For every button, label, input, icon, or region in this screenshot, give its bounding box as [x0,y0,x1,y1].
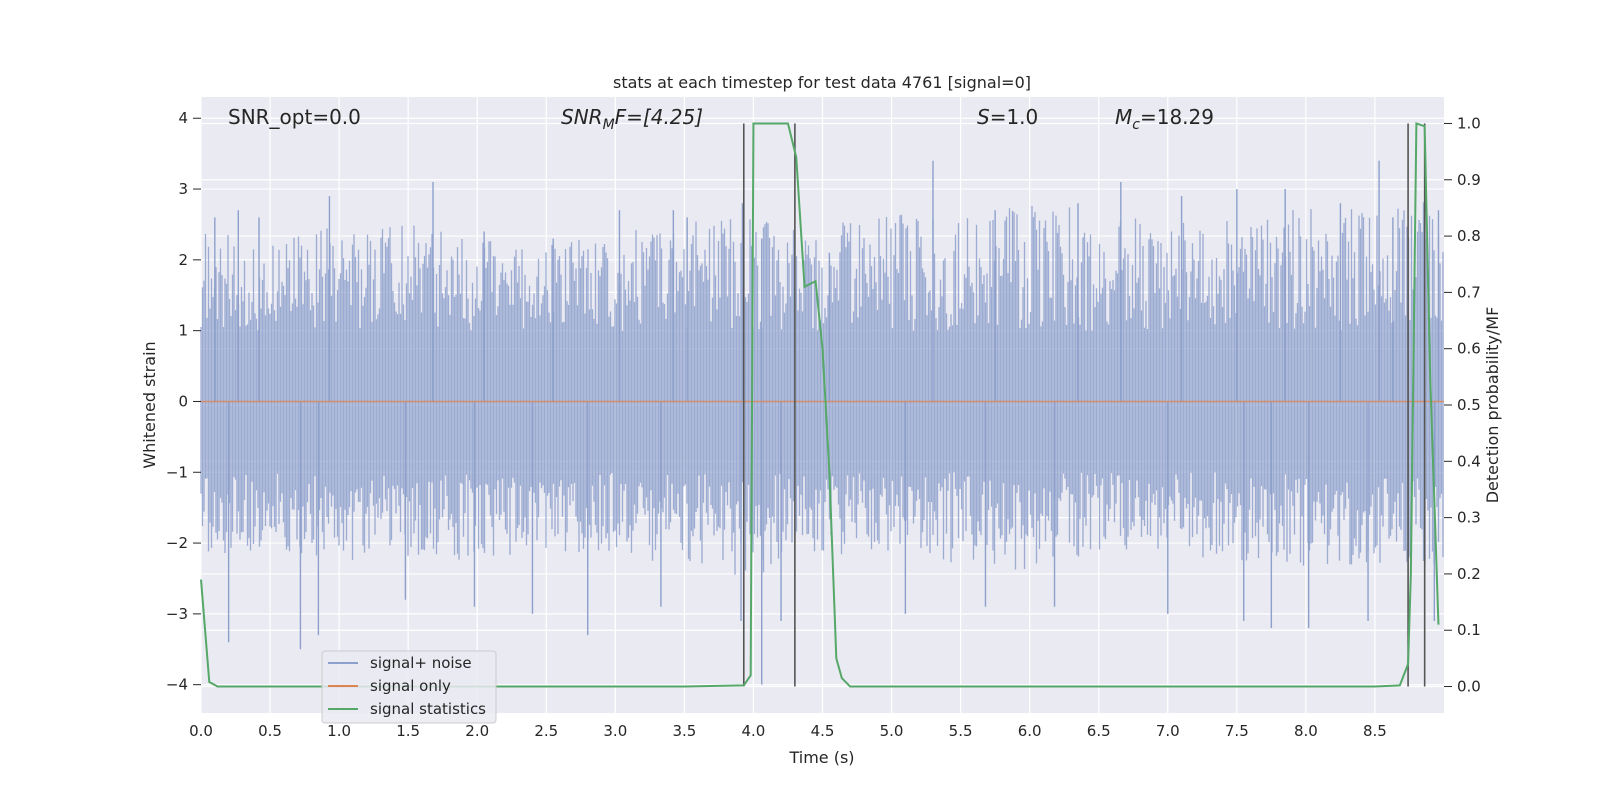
x-tick-label: 0.0 [189,722,213,740]
x-tick-label: 8.5 [1363,722,1387,740]
y-axis-label: Whitened strain [140,341,159,468]
x-tick-label: 8.0 [1294,722,1318,740]
x-tick-label: 7.5 [1225,722,1249,740]
y-tick-label: 3 [178,180,188,198]
x-tick-label: 2.5 [534,722,558,740]
x-tick-label: 6.5 [1087,722,1111,740]
x-tick-label: 4.0 [742,722,766,740]
x-tick-label: 3.5 [672,722,696,740]
y2-tick-label: 0.1 [1457,621,1481,639]
x-tick-label: 3.0 [603,722,627,740]
x-tick-label: 2.0 [465,722,489,740]
y-tick-label: −1 [166,463,188,481]
y-tick-label: 2 [178,251,188,269]
x-tick-label: 1.5 [396,722,420,740]
y-tick-label: 0 [178,392,188,410]
annotation-snr-opt: SNR_opt=0.0 [228,105,361,129]
x-tick-label: 5.5 [949,722,973,740]
y2-tick-label: 0.3 [1457,509,1481,527]
legend-label-signal-only: signal only [370,677,451,695]
annotation-snr-mf: SNRMF=[4.25] [561,105,703,133]
y2-tick-label: 0.4 [1457,452,1481,470]
legend: signal+ noise signal only signal statist… [321,650,497,724]
y2-tick-label: 0.5 [1457,396,1481,414]
signal-statistics-line [200,122,1440,688]
y2-tick-label: 0.0 [1457,678,1481,696]
x-tick-label: 0.5 [258,722,282,740]
y-tick-label: 1 [178,322,188,340]
annotation-mc: Mc=18.29 [1115,105,1214,133]
y2-axis-label: Detection probability/MF [1483,307,1502,504]
annotation-s: S=1.0 [977,105,1038,129]
x-tick-label: 5.0 [880,722,904,740]
x-tick-label: 7.0 [1156,722,1180,740]
x-axis-label: Time (s) [788,748,854,767]
tick-labels: 0.0 0.5 1.0 1.5 2.0 2.5 3.0 3.5 4.0 4.5 5.0 5.5 6.0 6… [166,109,1481,740]
x-tick-label: 6.0 [1018,722,1042,740]
legend-box [321,650,497,724]
y-tick-label: −2 [166,534,188,552]
y-tick-label: −4 [166,676,188,694]
legend-label-signal-noise: signal+ noise [370,654,472,672]
x-tick-label: 4.5 [811,722,835,740]
series-signal-noise [200,160,1444,685]
y-tick-label: 4 [178,109,188,127]
y2-tick-label: 0.8 [1457,227,1481,245]
x-tick-label: 1.0 [327,722,351,740]
y2-tick-label: 0.9 [1457,171,1481,189]
y2-tick-label: 0.2 [1457,565,1481,583]
y-tick-label: −3 [166,605,188,623]
vertical-markers [742,123,1426,687]
y2-tick-label: 1.0 [1457,114,1481,132]
legend-label-signal-statistics: signal statistics [370,700,486,718]
chart-title: stats at each timestep for test data 476… [613,73,1031,92]
y2-tick-label: 0.7 [1457,283,1481,301]
series-signal-statistics [200,122,1440,688]
y2-tick-label: 0.6 [1457,340,1481,358]
